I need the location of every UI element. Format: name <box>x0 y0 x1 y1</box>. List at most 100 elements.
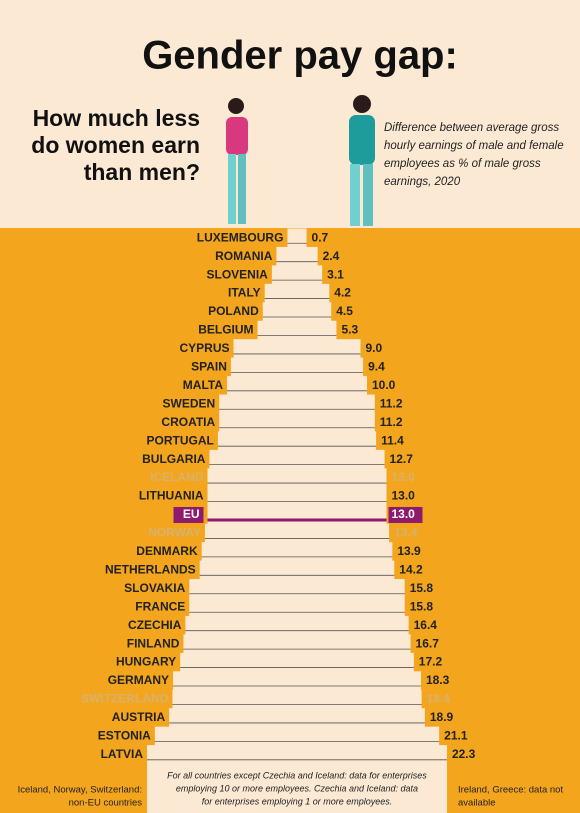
category-label: SWEDEN <box>163 396 216 410</box>
note: employing 10 or more employees. Czechia … <box>176 783 418 793</box>
bar <box>207 486 387 507</box>
category-label: NETHERLANDS <box>105 562 196 576</box>
category-label: AUSTRIA <box>112 710 166 724</box>
category-label: SLOVAKIA <box>124 581 185 595</box>
category-label: ROMANIA <box>215 249 273 263</box>
category-label: LATVIA <box>101 747 144 761</box>
value-label: 11.2 <box>380 415 403 429</box>
category-label: CYPRUS <box>179 341 229 355</box>
value-label: 3.1 <box>327 267 344 281</box>
bar <box>217 431 377 451</box>
subtitle: than men? <box>84 159 200 185</box>
bar <box>227 376 367 396</box>
value-label: 13.9 <box>397 544 421 558</box>
description: employees as % of male gross <box>384 158 541 170</box>
value-label: 13.0 <box>392 470 416 484</box>
value-label: 4.2 <box>334 286 351 300</box>
value-label: 18.4 <box>427 692 451 706</box>
category-label: POLAND <box>208 304 259 318</box>
value-box <box>388 506 423 523</box>
category-label: CZECHIA <box>128 618 182 632</box>
value-label: 21.1 <box>444 729 468 743</box>
category-label: BULGARIA <box>142 452 206 466</box>
bar <box>199 560 395 581</box>
bar <box>271 265 323 285</box>
value-label: 14.2 <box>399 562 423 576</box>
note: Ireland, Greece: data not <box>458 785 563 796</box>
value-label: 22.3 <box>452 747 476 761</box>
bar <box>276 246 318 267</box>
category-label: SWITZERLAND <box>81 692 169 706</box>
bar <box>185 615 409 636</box>
bar <box>172 689 422 710</box>
value-label: 18.3 <box>426 673 450 687</box>
category-label: ESTONIA <box>98 729 151 743</box>
label-box <box>173 506 204 523</box>
bar <box>189 597 405 617</box>
bar <box>173 671 421 691</box>
value-label: 2.4 <box>323 249 340 263</box>
bar <box>233 339 361 359</box>
category-label: NORWAY <box>148 526 201 540</box>
category-label: FRANCE <box>135 599 185 613</box>
bar <box>209 449 385 470</box>
bar <box>201 542 393 562</box>
description: Difference between average gross <box>384 122 559 134</box>
value-label: 5.3 <box>341 323 358 337</box>
category-label: LUXEMBOURG <box>197 230 284 244</box>
value-label: 10.0 <box>372 378 396 392</box>
category-label: HUNGARY <box>116 655 176 669</box>
category-label: GERMANY <box>108 673 169 687</box>
value-label: 12.7 <box>390 452 414 466</box>
category-label: MALTA <box>183 378 224 392</box>
bar <box>207 468 387 488</box>
note: For all countries except Czechia and Ice… <box>167 770 427 780</box>
value-label: 0.7 <box>312 230 329 244</box>
value-label: 9.4 <box>368 360 385 374</box>
category-label: EU <box>183 507 200 521</box>
value-label: 9.0 <box>366 341 383 355</box>
bar <box>180 652 414 673</box>
category-label: SPAIN <box>191 360 227 374</box>
value-label: 15.8 <box>410 581 434 595</box>
category-label: SLOVENIA <box>207 267 269 281</box>
category-label: LITHUANIA <box>139 489 204 503</box>
value-label: 13.4 <box>394 526 418 540</box>
category-label: BELGIUM <box>198 323 253 337</box>
value-label: 18.9 <box>430 710 454 724</box>
bar <box>154 726 440 747</box>
note: non-EU countries <box>69 798 143 809</box>
bar <box>189 579 405 599</box>
value-label: 15.8 <box>410 599 434 613</box>
value-label: 13.0 <box>392 489 416 503</box>
bar <box>219 394 375 414</box>
category-label: ICELAND <box>150 470 204 484</box>
bar <box>219 413 375 433</box>
value-label: 13.0 <box>392 507 416 521</box>
bar <box>183 634 411 654</box>
man-figure <box>349 95 375 226</box>
value-label: 16.4 <box>414 618 438 632</box>
woman-figure <box>226 98 248 224</box>
value-label: 11.4 <box>381 433 404 447</box>
note: Iceland, Norway, Switzerland: <box>18 785 142 796</box>
category-label: CROATIA <box>161 415 215 429</box>
category-label: DENMARK <box>136 544 198 558</box>
category-label: ITALY <box>228 286 261 300</box>
bar <box>207 505 387 525</box>
bar <box>257 320 337 341</box>
note-box <box>147 764 447 813</box>
chart-title: Gender pay gap: <box>142 34 458 78</box>
value-label: 4.5 <box>336 304 353 318</box>
bar <box>147 745 447 765</box>
bar <box>287 228 307 248</box>
bar <box>230 357 364 378</box>
category-label: PORTUGAL <box>147 433 214 447</box>
category-label: FINLAND <box>127 636 180 650</box>
bar <box>204 523 390 544</box>
value-label: 16.7 <box>416 636 440 650</box>
value-label: 11.2 <box>380 396 403 410</box>
description: earnings, 2020 <box>384 176 461 188</box>
subtitle: How much less <box>33 105 200 131</box>
